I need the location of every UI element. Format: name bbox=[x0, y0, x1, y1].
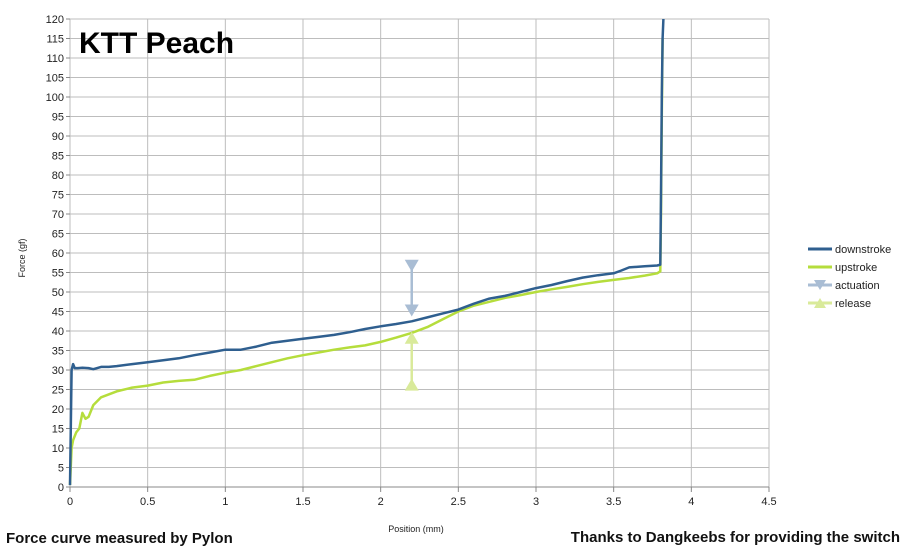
y-tick-label: 110 bbox=[46, 53, 64, 65]
legend-label-release: release bbox=[835, 298, 871, 310]
x-tick-label: 4 bbox=[688, 496, 694, 508]
footer-right-credit: Thanks to Dangkeebs for providing the sw… bbox=[570, 529, 900, 546]
y-tick-label: 30 bbox=[52, 365, 64, 377]
y-tick-label: 60 bbox=[52, 248, 64, 260]
x-tick-label: 3 bbox=[533, 496, 539, 508]
y-tick-label: 10 bbox=[52, 443, 64, 455]
y-tick-label: 25 bbox=[52, 385, 64, 397]
x-tick-label: 1 bbox=[222, 496, 228, 508]
markers bbox=[404, 259, 419, 391]
x-tick-label: 2.5 bbox=[451, 496, 466, 508]
legend-marker-actuation bbox=[814, 280, 826, 290]
release-marker-point bbox=[404, 378, 419, 391]
y-axis-label: Force (gf) bbox=[17, 238, 27, 277]
y-tick-label: 50 bbox=[52, 287, 64, 299]
footer-left-credit: Force curve measured by Pylon bbox=[6, 530, 233, 547]
y-tick-label: 85 bbox=[52, 151, 64, 163]
actuation-marker-point bbox=[404, 259, 419, 272]
y-tick-label: 120 bbox=[46, 14, 64, 26]
actuation-marker-point bbox=[404, 304, 419, 317]
y-tick-label: 5 bbox=[58, 463, 64, 475]
chart-title: KTT Peach bbox=[79, 27, 234, 60]
legend: downstroke upstroke actuation release bbox=[808, 244, 891, 310]
y-tick-label: 40 bbox=[52, 326, 64, 338]
y-tick-label: 100 bbox=[46, 92, 64, 104]
x-tick-label: 0 bbox=[67, 496, 73, 508]
y-tick-label: 80 bbox=[52, 170, 64, 182]
legend-marker-release bbox=[814, 298, 826, 308]
x-tick-label: 3.5 bbox=[606, 496, 621, 508]
y-tick-label: 75 bbox=[52, 190, 64, 202]
y-axis-ticks: 0 5 10 15 20 25 30 35 40 45 50 55 60 65 70 75 80 85 90 95 10… bbox=[46, 14, 70, 494]
series-line-upstroke bbox=[68, 38, 664, 486]
y-tick-label: 0 bbox=[58, 482, 64, 494]
x-tick-label: 4.5 bbox=[761, 496, 776, 508]
x-tick-label: 1.5 bbox=[295, 496, 310, 508]
legend-label-upstroke: upstroke bbox=[835, 262, 877, 274]
y-tick-label: 20 bbox=[52, 404, 64, 416]
series-line-downstroke bbox=[68, 18, 665, 486]
legend-label-actuation: actuation bbox=[835, 280, 880, 292]
y-tick-label: 90 bbox=[52, 131, 64, 143]
grid bbox=[69, 18, 770, 488]
release-marker-point bbox=[404, 331, 419, 344]
series-lines bbox=[68, 18, 665, 486]
y-tick-label: 45 bbox=[52, 307, 64, 319]
y-tick-label: 105 bbox=[46, 73, 64, 85]
y-tick-label: 55 bbox=[52, 268, 64, 280]
y-tick-label: 95 bbox=[52, 112, 64, 124]
x-axis-label: Position (mm) bbox=[388, 524, 444, 534]
y-tick-label: 115 bbox=[46, 34, 64, 46]
x-axis-ticks: 0 0.5 1 1.5 2 2.5 3 3.5 4 4.5 bbox=[67, 486, 777, 508]
x-tick-label: 0.5 bbox=[140, 496, 155, 508]
y-tick-label: 70 bbox=[52, 209, 64, 221]
x-tick-label: 2 bbox=[378, 496, 384, 508]
y-tick-label: 35 bbox=[52, 346, 64, 358]
legend-label-downstroke: downstroke bbox=[835, 244, 891, 256]
y-tick-label: 15 bbox=[52, 424, 64, 436]
y-tick-label: 65 bbox=[52, 229, 64, 241]
